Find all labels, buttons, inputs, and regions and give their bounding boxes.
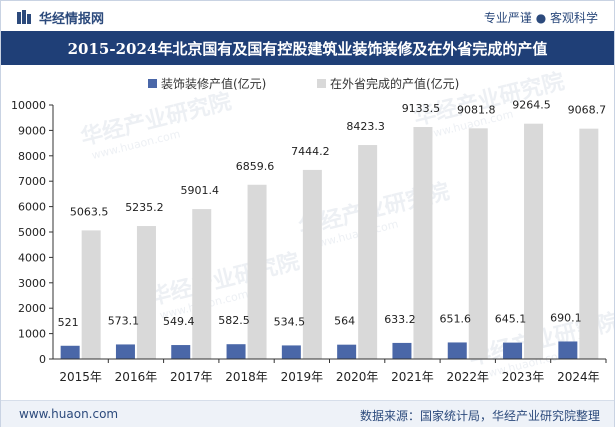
bar-out-of-province-output — [579, 128, 599, 359]
value-label-decoration: 573.1 — [108, 314, 140, 327]
x-tick-label: 2015年 — [59, 370, 102, 384]
y-tick-label: 0 — [39, 353, 46, 366]
chart: 华经产业研究院www.huaon.com华经产业研究院www.huaon.com… — [11, 68, 614, 384]
bar-decoration-output — [392, 342, 412, 359]
legend-swatch-2 — [317, 79, 326, 88]
bar-out-of-province-output — [136, 226, 156, 359]
x-tick-label: 2024年 — [557, 370, 600, 384]
footer-source: 数据来源：国家统计局，华经产业研究院整理 — [359, 409, 600, 423]
value-label-decoration: 549.4 — [163, 315, 195, 328]
bar-out-of-province-output — [413, 127, 433, 359]
y-tick-label: 3000 — [18, 277, 46, 290]
y-tick-label: 5000 — [18, 226, 46, 239]
value-label-out-of-province: 5063.5 — [70, 205, 109, 218]
bar-decoration-output — [503, 342, 523, 359]
bar-out-of-province-output — [524, 123, 544, 359]
value-label-out-of-province: 8423.3 — [346, 120, 385, 133]
value-label-out-of-province: 9264.5 — [512, 99, 551, 112]
footer-website: www.huaon.com — [19, 407, 119, 421]
bar-decoration-output — [281, 345, 301, 359]
bar-decoration-output — [60, 345, 80, 359]
value-label-out-of-province: 6859.6 — [236, 160, 275, 173]
chart-title: 2015-2024年北京国有及国有控股建筑业装饰装修及在外省完成的产值 — [67, 40, 548, 58]
bar-out-of-province-output — [468, 128, 488, 359]
x-tick-label: 2023年 — [502, 370, 545, 384]
value-label-decoration: 651.6 — [440, 312, 472, 325]
value-label-out-of-province: 5901.4 — [181, 184, 220, 197]
value-label-out-of-province: 9133.5 — [402, 102, 441, 115]
x-tick-label: 2019年 — [281, 370, 324, 384]
title-bar: 2015-2024年北京国有及国有控股建筑业装饰装修及在外省完成的产值 — [1, 31, 614, 65]
y-axis: 0 1000 2000 3000 4000 5000 6000 7000 8000 9000 100… — [11, 99, 54, 366]
value-label-decoration: 690.1 — [550, 311, 582, 324]
y-tick-label: 1000 — [18, 328, 46, 341]
value-label-out-of-province: 5235.2 — [125, 201, 164, 214]
value-label-decoration: 582.5 — [218, 314, 250, 327]
legend: 装饰装修产值(亿元) 在外省完成的产值(亿元) — [148, 76, 459, 91]
bar-decoration-output — [558, 341, 578, 359]
brand-name: 华经情报网 — [39, 12, 105, 27]
value-label-decoration: 564 — [334, 315, 355, 328]
bar-out-of-province-output — [81, 230, 101, 359]
x-tick-label: 2017年 — [170, 370, 213, 384]
x-tick-label: 2018年 — [225, 370, 268, 384]
value-label-decoration: 633.2 — [384, 313, 416, 326]
y-tick-label: 10000 — [11, 99, 46, 112]
bar-out-of-province-output — [302, 169, 322, 359]
x-tick-label: 2022年 — [446, 370, 489, 384]
value-label-decoration: 534.5 — [274, 315, 306, 328]
x-tick-label: 2016年 — [115, 370, 158, 384]
slogan: 专业严谨 ● 客观科学 — [483, 11, 598, 25]
y-tick-label: 7000 — [18, 175, 46, 188]
y-tick-label: 2000 — [18, 302, 46, 315]
y-tick-label: 6000 — [18, 201, 46, 214]
value-label-out-of-province: 9081.8 — [457, 103, 496, 116]
y-tick-label: 4000 — [18, 251, 46, 264]
legend-label-1: 装饰装修产值(亿元) — [161, 76, 266, 91]
bars — [60, 123, 599, 359]
bar-decoration-output — [447, 342, 467, 359]
bar-decoration-output — [171, 345, 191, 359]
top-bar: 华经情报网 专业严谨 ● 客观科学 — [1, 1, 614, 31]
legend-swatch-1 — [148, 79, 157, 88]
x-tick-label: 2021年 — [391, 370, 434, 384]
bar-decoration-output — [337, 344, 357, 359]
bar-decoration-output — [115, 344, 135, 359]
legend-label-2: 在外省完成的产值(亿元) — [330, 76, 459, 91]
footer: www.huaon.com 数据来源：国家统计局，华经产业研究院整理 — [1, 400, 614, 427]
value-label-decoration: 521 — [58, 316, 79, 329]
value-label-out-of-province: 9068.7 — [568, 104, 607, 117]
bar-out-of-province-output — [247, 184, 267, 359]
value-label-out-of-province: 7444.2 — [291, 145, 330, 158]
bar-out-of-province-output — [192, 209, 212, 359]
x-axis: 2015年 2016年 2017年 2018年 2019年 2020年 2021年 2022年… — [53, 358, 607, 384]
huajing-logo-icon — [17, 10, 31, 24]
value-label-decoration: 645.1 — [495, 313, 527, 326]
bar-out-of-province-output — [358, 145, 378, 359]
y-tick-label: 9000 — [18, 124, 46, 137]
bar-decoration-output — [226, 344, 246, 359]
value-labels: 521 5063.5 573.1 5235.2 549.4 5901.4 582.5 6859… — [58, 99, 606, 329]
y-tick-label: 8000 — [18, 150, 46, 163]
x-tick-label: 2020年 — [336, 370, 379, 384]
